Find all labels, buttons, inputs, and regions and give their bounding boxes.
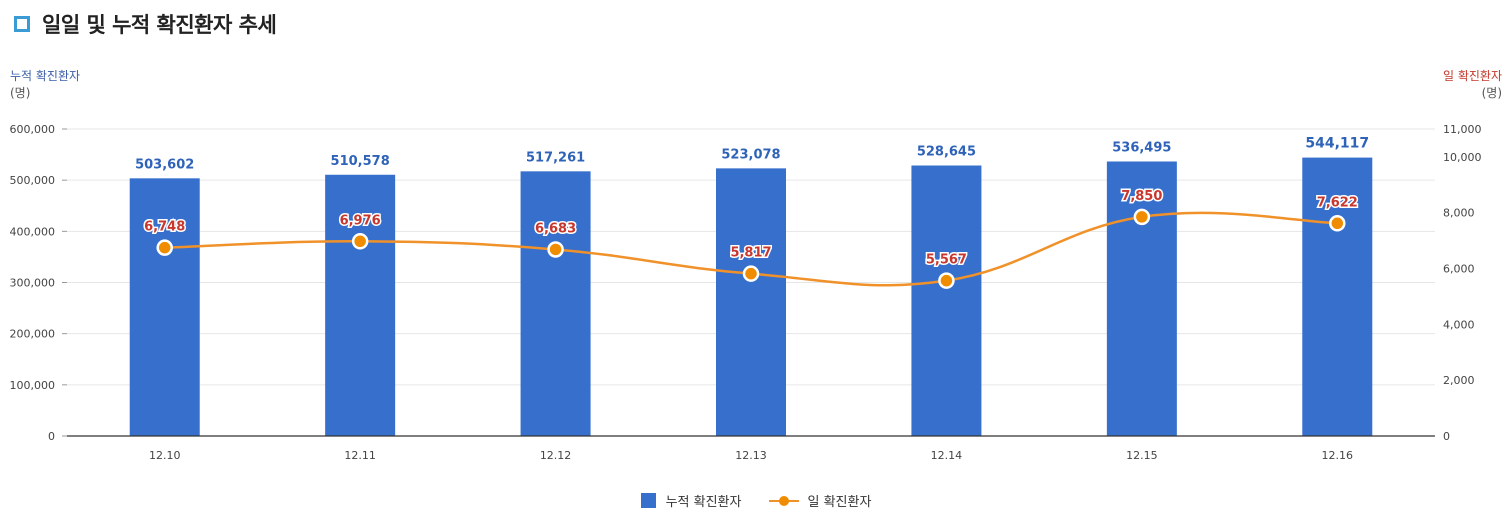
right-tick-label: 0: [1443, 430, 1450, 443]
legend-label-daily: 일 확진환자: [807, 491, 871, 510]
bar-swatch-icon: [641, 493, 656, 508]
line-point[interactable]: [353, 234, 367, 248]
x-tick-label: 12.12: [540, 449, 572, 462]
line-point[interactable]: [744, 267, 758, 281]
right-tick-label: 2,000: [1443, 374, 1475, 387]
line-value-label: 6,748: [144, 220, 185, 235]
x-tick-label: 12.14: [931, 449, 963, 462]
line-value-label: 5,817: [730, 246, 771, 261]
bar[interactable]: [130, 178, 200, 436]
right-tick-label: 4,000: [1443, 318, 1475, 331]
bar-value-label: 523,078: [721, 147, 780, 162]
right-tick-label: 11,000: [1443, 123, 1482, 136]
combo-chart: 0 100,000 200,000 300,000 400,000 500,000 600,…: [0, 0, 1512, 485]
legend-label-cumulative: 누적 확진환자: [666, 491, 742, 510]
line-value-label: 5,567: [926, 253, 967, 268]
legend-item-cumulative[interactable]: 누적 확진환자: [641, 491, 742, 510]
line-point[interactable]: [1135, 210, 1149, 224]
right-tick-label: 10,000: [1443, 151, 1482, 164]
bar-value-label: 517,261: [526, 150, 585, 165]
line-value-label: 7,622: [1317, 195, 1358, 210]
x-tick-label: 12.11: [344, 449, 376, 462]
left-tick-label: 300,000: [10, 277, 56, 290]
right-tick-label: 8,000: [1443, 207, 1475, 220]
left-tick-label: 600,000: [10, 123, 56, 136]
left-tick-label: 500,000: [10, 174, 56, 187]
bar[interactable]: [716, 168, 786, 436]
legend-item-daily[interactable]: 일 확진환자: [769, 491, 871, 510]
line-point[interactable]: [549, 242, 563, 256]
line-point[interactable]: [158, 241, 172, 255]
left-tick-label: 200,000: [10, 328, 56, 341]
legend: 누적 확진환자 일 확진환자: [0, 491, 1512, 510]
line-point[interactable]: [1330, 216, 1344, 230]
line-value-label: 7,850: [1121, 189, 1162, 204]
bar-value-label: 544,117: [1305, 136, 1369, 152]
right-tick-label: 6,000: [1443, 263, 1475, 276]
x-tick-label: 12.13: [735, 449, 767, 462]
bar[interactable]: [911, 166, 981, 436]
x-tick-label: 12.10: [149, 449, 181, 462]
bar-value-label: 536,495: [1112, 140, 1171, 155]
bar-value-label: 510,578: [331, 154, 390, 169]
line-marker-swatch-icon: [769, 494, 799, 508]
x-tick-label: 12.16: [1322, 449, 1354, 462]
line-point[interactable]: [939, 274, 953, 288]
left-tick-label: 400,000: [10, 225, 56, 238]
left-tick-label: 100,000: [10, 379, 56, 392]
line-value-label: 6,976: [340, 213, 381, 228]
x-tick-label: 12.15: [1126, 449, 1158, 462]
left-tick-label: 0: [48, 430, 55, 443]
line-value-label: 6,683: [535, 221, 576, 236]
bar-value-label: 528,645: [917, 145, 976, 160]
bar[interactable]: [521, 171, 591, 436]
bar-value-label: 503,602: [135, 157, 194, 172]
